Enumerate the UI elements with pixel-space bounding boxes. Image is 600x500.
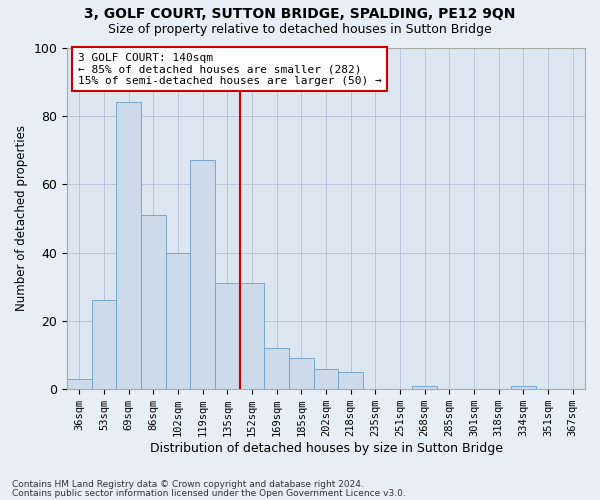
Bar (265, 348, 289, 389)
Bar (141, 215, 166, 389)
Bar (190, 160, 215, 389)
Text: 3, GOLF COURT, SUTTON BRIDGE, SPALDING, PE12 9QN: 3, GOLF COURT, SUTTON BRIDGE, SPALDING, … (85, 8, 515, 22)
Bar (166, 252, 190, 389)
Text: Contains public sector information licensed under the Open Government Licence v3: Contains public sector information licen… (12, 488, 406, 498)
Text: Size of property relative to detached houses in Sutton Bridge: Size of property relative to detached ho… (108, 22, 492, 36)
Bar (67, 379, 92, 389)
Bar (289, 358, 314, 389)
Bar (215, 284, 240, 389)
Bar (511, 386, 536, 389)
Text: 3 GOLF COURT: 140sqm
← 85% of detached houses are smaller (282)
15% of semi-deta: 3 GOLF COURT: 140sqm ← 85% of detached h… (77, 52, 381, 86)
Y-axis label: Number of detached properties: Number of detached properties (15, 126, 28, 312)
Bar (314, 368, 338, 389)
Text: Contains HM Land Registry data © Crown copyright and database right 2024.: Contains HM Land Registry data © Crown c… (12, 480, 364, 489)
X-axis label: Distribution of detached houses by size in Sutton Bridge: Distribution of detached houses by size … (149, 442, 503, 455)
Bar (338, 372, 363, 389)
Bar (116, 102, 141, 389)
Bar (240, 284, 265, 389)
Bar (412, 386, 437, 389)
Bar (92, 300, 116, 389)
